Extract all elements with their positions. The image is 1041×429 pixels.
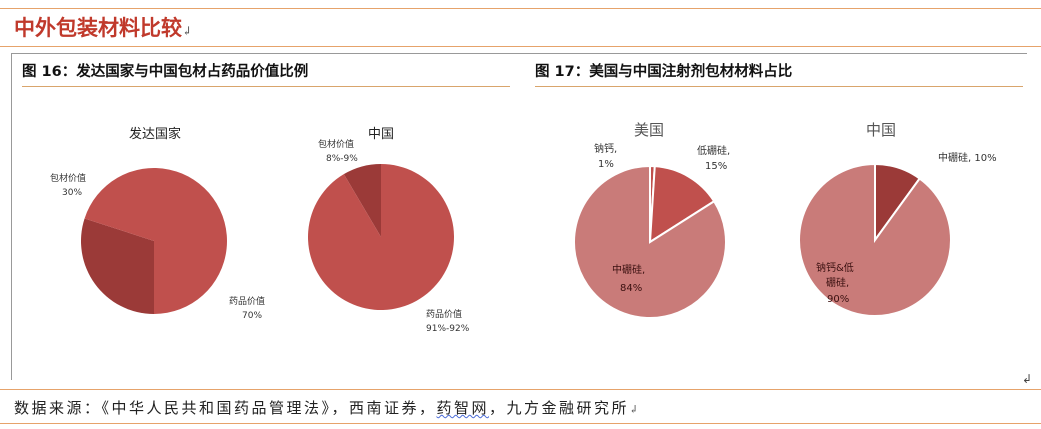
pie-4-label-2: 钠钙&低 <box>816 261 854 274</box>
pie-3-title: 美国 <box>634 121 664 139</box>
pie-1-label-2: 药品价值 <box>229 295 265 307</box>
pie-2-value-2: 91%-92% <box>426 324 470 334</box>
pie-3-value-2: 15% <box>705 161 727 172</box>
pie-4-slice-2 <box>799 164 951 316</box>
paragraph-mark-figure: ↲ <box>1022 372 1032 386</box>
pie-1-value-1: 30% <box>62 188 82 198</box>
pie-4-label-1: 中硼硅, 10% <box>938 151 997 164</box>
pie-3-label-1: 钠钙, <box>594 142 617 155</box>
pie-2-label-2: 药品价值 <box>426 308 462 320</box>
pie-2-title: 中国 <box>368 127 394 142</box>
pie-3-value-3: 84% <box>620 283 642 294</box>
pie-1-value-2: 70% <box>242 311 262 321</box>
pie-4-label-2b: 硼硅, <box>826 276 849 289</box>
bottom-rule <box>0 389 1041 390</box>
pie-2-value-1: 8%-9% <box>326 154 358 164</box>
pie-1-label-1: 包材价值 <box>50 172 86 184</box>
source-note: 数据来源：《中华人民共和国药品管理法》，西南证券，药智网，九方金融研究所↲ <box>14 397 638 418</box>
source-prefix: 数据来源：《中华人民共和国药品管理法》，西南证券， <box>14 399 437 417</box>
pie-4-title: 中国 <box>866 121 896 139</box>
pie-3-value-1: 1% <box>598 159 614 170</box>
pie-1-title: 发达国家 <box>129 126 181 142</box>
pie-2-label-1: 包材价值 <box>318 138 354 150</box>
pie-4-value-2: 90% <box>827 294 849 305</box>
source-suffix: ，九方金融研究所 <box>489 399 629 417</box>
source-name: 药智网 <box>437 399 490 417</box>
end-rule <box>0 423 1041 424</box>
pie-3-label-3: 中硼硅, <box>612 263 645 276</box>
pie-3-label-2: 低硼硅, <box>697 144 730 157</box>
source-paragraph-mark: ↲ <box>629 403 638 416</box>
